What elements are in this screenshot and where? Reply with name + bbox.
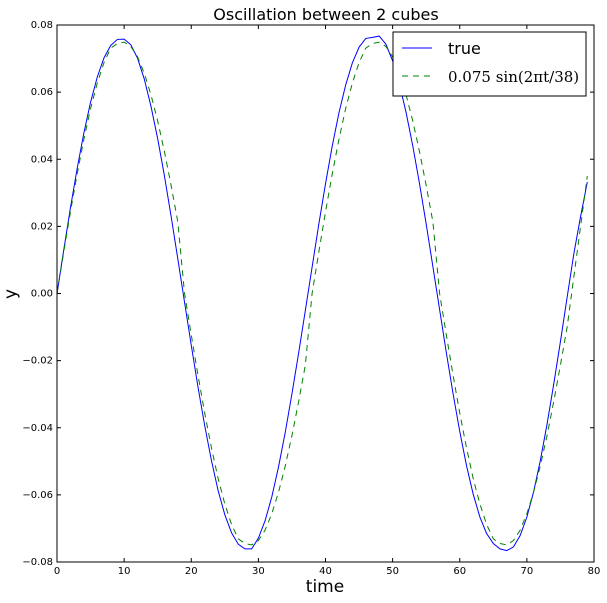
y-tick-label: 0.08	[31, 20, 53, 31]
x-tick-label: 10	[118, 566, 131, 577]
x-tick-label: 60	[453, 566, 466, 577]
x-tick-label: 80	[588, 566, 601, 577]
legend-label-sine: 0.075 sin(2πt/38)	[448, 68, 579, 86]
series-line-sine-fit	[57, 41, 588, 546]
plot-area: 0 10 20 30 40 50 60 70 80 −0.08 −0.06 −0.04 −0.02 0.0…	[22, 20, 600, 577]
x-tick-label: 30	[252, 566, 265, 577]
ticks-layer: 0 10 20 30 40 50 60 70 80 −0.08 −0.06 −0.04 −0.02 0.0…	[22, 20, 600, 577]
y-tick-label: 0.00	[31, 289, 53, 300]
legend-box	[392, 31, 587, 97]
x-tick-label: 0	[54, 566, 60, 577]
y-tick-label: −0.06	[22, 490, 53, 501]
y-tick-label: 0.06	[31, 87, 53, 98]
x-axis-label: time	[306, 577, 344, 597]
legend-label-true: true	[448, 39, 481, 58]
chart-title: Oscillation between 2 cubes	[213, 5, 438, 24]
x-tick-label: 20	[185, 566, 198, 577]
legend: true 0.075 sin(2πt/38)	[392, 31, 587, 97]
x-tick-label: 70	[521, 566, 534, 577]
y-tick-label: 0.04	[31, 154, 53, 165]
series-line-true	[57, 35, 588, 552]
x-tick-label: 50	[386, 566, 399, 577]
series-layer	[57, 35, 588, 552]
y-tick-label: −0.08	[22, 557, 53, 568]
y-tick-label: −0.02	[22, 356, 53, 367]
y-axis-label: y	[1, 289, 21, 299]
y-tick-label: −0.04	[22, 423, 53, 434]
y-tick-label: 0.02	[31, 221, 53, 232]
x-tick-label: 40	[319, 566, 332, 577]
